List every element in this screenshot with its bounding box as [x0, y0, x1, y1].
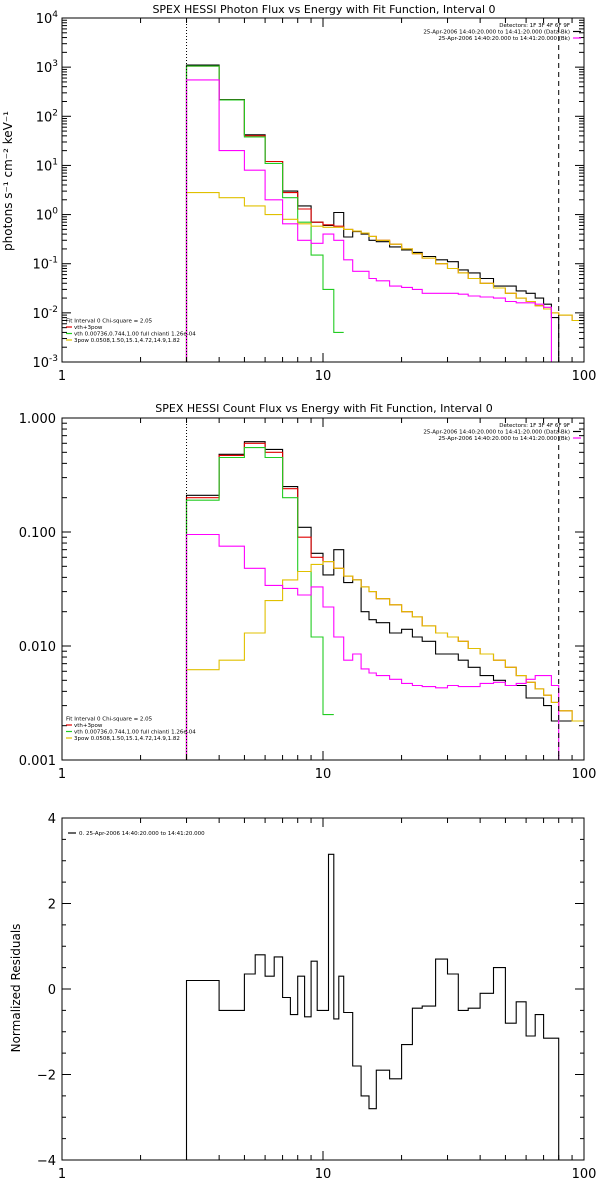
y-tick-label: 1.000	[19, 412, 56, 427]
panel-3: 1 10 100 −4 −2 0 2 4 0. 25-Apr-2006 14:40:20.000…	[37, 812, 597, 1182]
x-tick-label: 10	[315, 369, 332, 384]
legend-bottom-text: vth 0.00736,0.744,1.00 full chianti 1.26…	[74, 730, 196, 736]
series-line-vth-3pow	[185, 442, 584, 760]
legend-top-text: 25-Apr-2006 14:40:20.000 to 14:41:20.000…	[438, 436, 570, 442]
series-line-data-bk	[185, 441, 584, 760]
legend-top-text: 25-Apr-2006 14:40:20.000 to 14:41:20.000…	[438, 36, 570, 42]
series-line-3pow	[185, 192, 584, 362]
series-line-vth-3pow	[185, 65, 584, 362]
y-tick-label: 2	[48, 898, 56, 913]
y-tick-label: 102	[36, 108, 58, 125]
plot-frame	[61, 17, 585, 363]
y-tick-label: 10-2	[32, 305, 58, 322]
x-tick-label: 10	[315, 1167, 332, 1182]
legend-bottom-text: Fit Interval 0 Chi-square = 2.05	[66, 319, 153, 325]
panel3-ylabel: Normalized Residuals	[9, 924, 23, 1053]
panel2-title: SPEX HESSI Count Flux vs Energy with Fit…	[155, 402, 492, 415]
y-tick-label: 10-3	[32, 354, 58, 371]
y-tick-label: 0.010	[19, 640, 56, 655]
legend-bottom-text: 3pow 0.0508,1.50,15.1,4.72,14.9,1.82	[74, 338, 180, 344]
y-tick-label: 0	[48, 983, 56, 998]
y-tick-label: 0.001	[19, 754, 56, 769]
legend-bottom-text: vth+3pow	[74, 723, 103, 729]
panel-2: 1 10 100 0.001 0.010 0.100 1.000 Detectors: 1F …	[19, 412, 597, 782]
legend-bottom-text: Fit Interval 0 Chi-square = 2.05	[66, 717, 153, 723]
y-tick-label: 10-1	[32, 256, 58, 273]
x-tick-label: 1	[58, 1167, 66, 1182]
series-line-data-bk	[185, 64, 560, 362]
x-tick-label: 1	[58, 767, 66, 782]
panel1-title: SPEX HESSI Photon Flux vs Energy with Fi…	[152, 3, 495, 16]
series-line-3pow	[185, 561, 584, 760]
series-line-vth	[185, 447, 334, 760]
y-tick-label: 4	[48, 812, 56, 827]
series-line-bk	[185, 533, 560, 760]
y-tick-label: 103	[36, 59, 58, 76]
legend-bottom-text: vth 0.00736,0.744,1.00 full chianti 1.26…	[74, 332, 196, 338]
legend-top-text: 25-Apr-2006 14:40:20.000 to 14:41:20.000…	[423, 430, 570, 436]
x-tick-label: 1	[58, 369, 66, 384]
legend-top-text: Detectors: 1F 3F 4F 6F 9F	[499, 23, 570, 29]
y-tick-label: 104	[36, 10, 59, 27]
legend-top-text: 25-Apr-2006 14:40:20.000 to 14:41:20.000…	[423, 30, 570, 36]
series-line-bk	[185, 79, 552, 362]
y-tick-label: 100	[36, 207, 59, 224]
y-tick-label: −4	[37, 1154, 56, 1169]
legend-bottom-text: 3pow 0.0508,1.50,15.1,4.72,14.9,1.82	[74, 736, 180, 742]
x-tick-label: 100	[572, 369, 597, 384]
series-line-residuals	[185, 853, 560, 1160]
x-tick-label: 100	[572, 767, 597, 782]
x-tick-label: 100	[572, 1167, 597, 1182]
y-tick-label: 101	[36, 157, 58, 174]
x-tick-label: 10	[315, 767, 332, 782]
legend-top-text: 0. 25-Apr-2006 14:40:20.000 to 14:41:20.…	[79, 831, 205, 837]
panel-1: 1 10 100 10-3 10-2 10-1 100 101 102 103 104 Detecto…	[32, 10, 596, 384]
y-tick-label: 0.100	[19, 526, 56, 541]
panel1-ylabel: photons s⁻¹ cm⁻² keV⁻¹	[1, 111, 15, 251]
legend-bottom-text: vth+3pow	[74, 325, 103, 331]
y-tick-label: −2	[37, 1069, 56, 1084]
legend-top-text: Detectors: 1F 3F 4F 6F 9F	[499, 423, 570, 429]
